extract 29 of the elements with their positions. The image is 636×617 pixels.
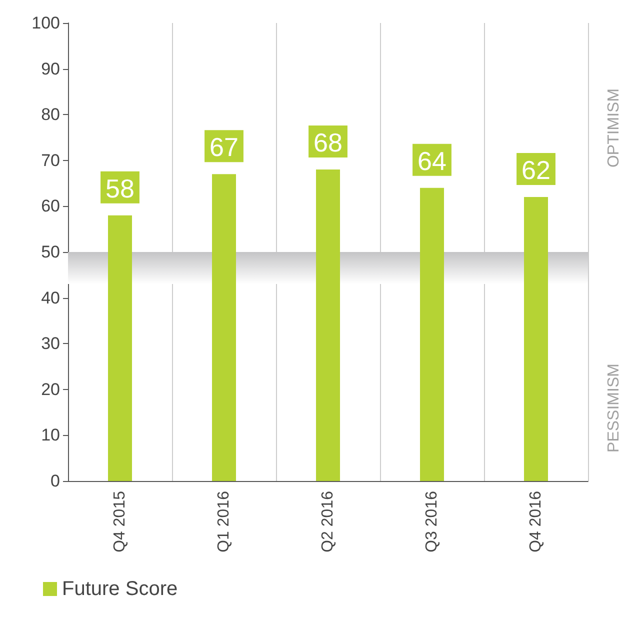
y-tick-label: 90 bbox=[41, 59, 60, 78]
y-tick-label: 40 bbox=[41, 288, 60, 308]
text: PESSIMISM bbox=[606, 364, 622, 452]
y-tick-label: 70 bbox=[41, 150, 60, 170]
y-tick-label: 0 bbox=[50, 472, 60, 490]
x-tick-label: Q3 2016 bbox=[424, 490, 440, 552]
x-tick-label: Q4 2016 bbox=[528, 490, 544, 552]
y-tick-label: 60 bbox=[41, 196, 60, 216]
y-tick-label: 80 bbox=[41, 105, 60, 124]
data-label: 58 bbox=[106, 173, 134, 204]
bar bbox=[420, 188, 444, 481]
x-tick-label: Q1 2016 bbox=[216, 490, 232, 552]
y-tick-label: 100 bbox=[32, 14, 60, 32]
bar bbox=[316, 170, 340, 481]
x-tick-label: Q4 2015 bbox=[112, 490, 128, 552]
y-tick-label: 50 bbox=[41, 242, 60, 262]
bar bbox=[524, 197, 548, 481]
data-label: 62 bbox=[522, 155, 550, 186]
y-tick-label: 10 bbox=[41, 426, 60, 445]
y-tick-label: 20 bbox=[41, 380, 60, 399]
x-tick-label: Q2 2016 bbox=[320, 490, 336, 552]
bar bbox=[212, 174, 236, 481]
legend-label: Future Score bbox=[62, 578, 178, 600]
y-tick-label: 30 bbox=[41, 334, 60, 354]
data-label: 64 bbox=[418, 146, 446, 176]
bar bbox=[108, 215, 132, 481]
data-label: 68 bbox=[314, 128, 342, 158]
data-label: 67 bbox=[210, 132, 238, 162]
text: OPTIMISM bbox=[606, 88, 622, 168]
